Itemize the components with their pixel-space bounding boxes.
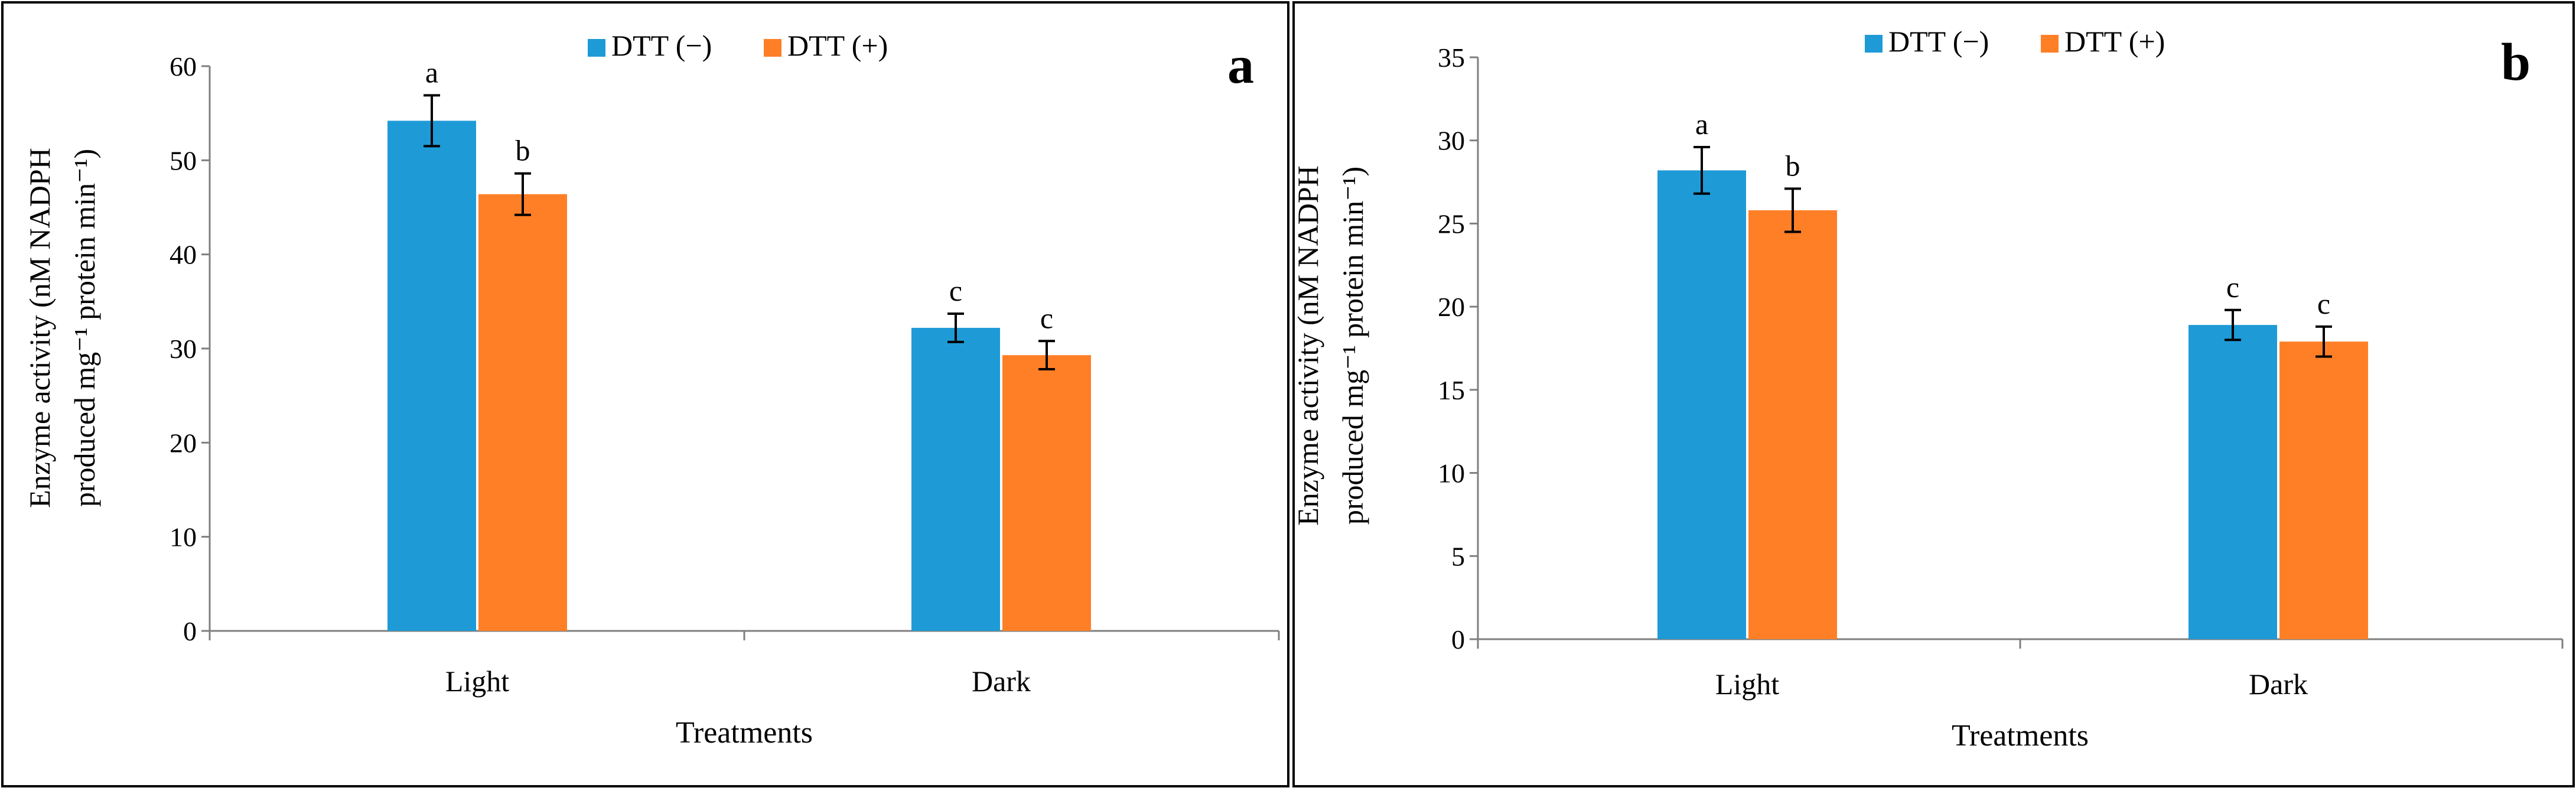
y-axis-title-line-2: produced mg⁻¹ protein min⁻¹) <box>1336 167 1369 525</box>
significance-letter: a <box>425 56 438 89</box>
legend-swatch-dtt-plus <box>764 39 781 57</box>
significance-letter: b <box>516 134 530 167</box>
bar-a-dtt-minus-dark <box>911 327 1000 631</box>
significance-letter: c <box>2226 271 2239 304</box>
y-tick-label: 0 <box>183 616 197 646</box>
y-tick-label: 0 <box>1451 624 1465 655</box>
bar-a-dtt-plus-dark <box>1002 355 1091 631</box>
chart-panel-b: 0 5 10 15 20 25 30 35 a b Light c c Dark Treatments Enz… <box>1291 1 2575 787</box>
y-tick-label: 30 <box>1438 126 1465 156</box>
y-tick-label: 30 <box>170 334 197 364</box>
legend-swatch-dtt-plus <box>2041 35 2059 53</box>
y-tick-label: 50 <box>170 145 197 175</box>
bar-a-dtt-plus-light <box>478 194 567 631</box>
y-axis-title-line-1: Enzyme activity (nM NADPH <box>1291 165 1324 526</box>
y-tick-label: 20 <box>1438 292 1465 322</box>
legend-label-dtt-minus: DTT (−) <box>611 29 712 62</box>
bar-b-dtt-minus-light <box>1657 170 1746 639</box>
panel-border <box>1292 1 2575 787</box>
legend-swatch-dtt-minus <box>588 39 605 57</box>
y-tick-label: 20 <box>170 428 197 458</box>
x-axis-title: Treatments <box>676 716 813 750</box>
bar-a-dtt-minus-light <box>387 121 476 631</box>
y-tick-label: 10 <box>170 522 197 552</box>
significance-letter: c <box>949 274 962 307</box>
bar-b-dtt-plus-dark <box>2279 341 2368 639</box>
panel-label: a <box>1227 36 1254 95</box>
legend-label-dtt-plus: DTT (+) <box>787 29 888 62</box>
y-tick-label: 25 <box>1438 209 1465 239</box>
legend-label-dtt-plus: DTT (+) <box>2064 25 2165 58</box>
panel-border <box>1 1 1289 787</box>
x-category-label: Light <box>1715 668 1779 701</box>
chart-panel-a: 0 10 20 30 40 50 60 a b Light c c Dark Treatments Enzy… <box>1 1 1289 787</box>
bar-b-dtt-plus-light <box>1748 210 1837 639</box>
significance-letter: b <box>1786 149 1800 182</box>
y-tick-label: 60 <box>170 51 197 82</box>
x-category-label: Dark <box>972 665 1031 698</box>
legend-label-dtt-minus: DTT (−) <box>1888 25 1989 58</box>
y-tick-label: 10 <box>1438 458 1465 489</box>
x-category-label: Light <box>445 665 509 698</box>
bar-b-dtt-minus-dark <box>2189 325 2277 639</box>
y-tick-label: 35 <box>1438 43 1465 73</box>
legend-swatch-dtt-minus <box>1865 35 1883 53</box>
y-axis-title-line-1: Enzyme activity (nM NADPH <box>23 148 56 508</box>
significance-letter: c <box>1040 301 1053 334</box>
x-category-label: Dark <box>2249 668 2308 701</box>
y-tick-label: 15 <box>1438 375 1465 405</box>
y-tick-label: 5 <box>1451 541 1465 571</box>
x-axis-title: Treatments <box>1952 719 2089 753</box>
significance-letter: c <box>2317 287 2330 320</box>
significance-letter: a <box>1695 108 1708 141</box>
y-tick-label: 40 <box>170 240 197 270</box>
panel-label: b <box>2501 33 2531 92</box>
y-axis-title-line-2: produced mg⁻¹ protein min⁻¹) <box>68 149 101 507</box>
